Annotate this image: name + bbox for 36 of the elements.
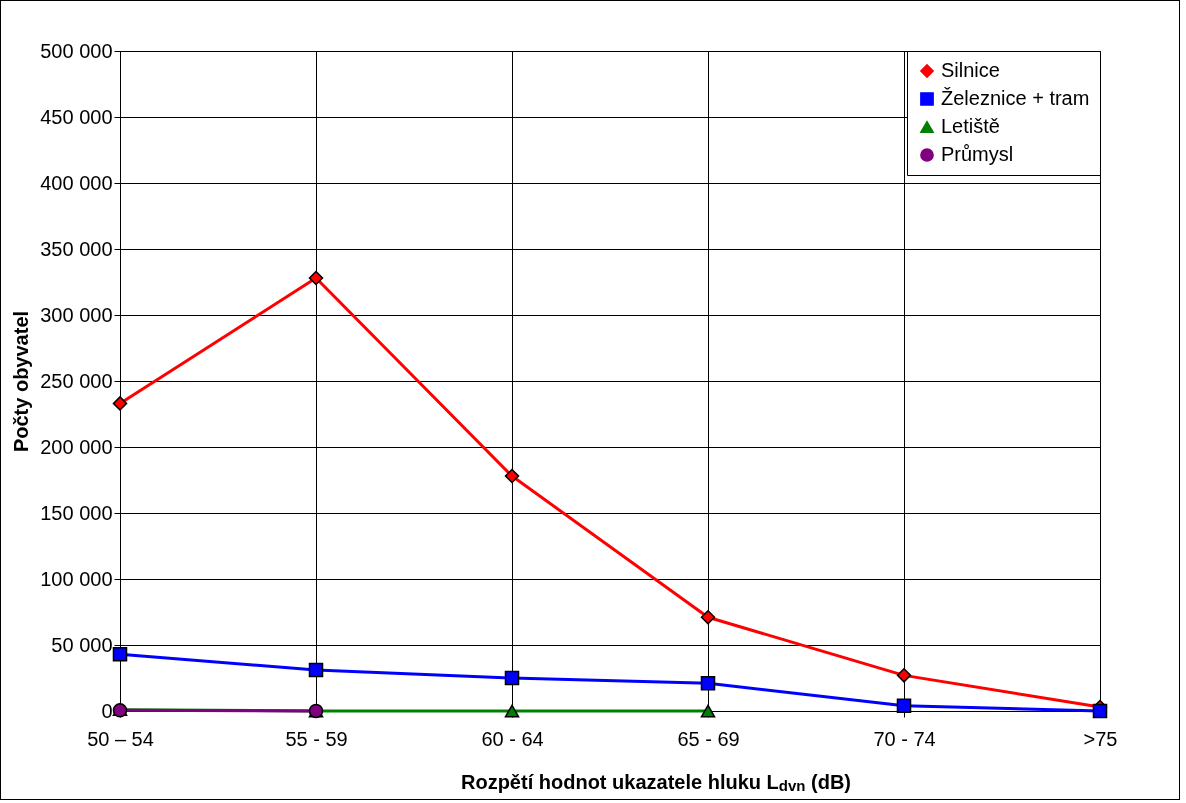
- point: [308, 662, 324, 678]
- y-tick-label: 350 000: [40, 237, 113, 260]
- y-tick-label: 200 000: [40, 435, 113, 458]
- legend-label: Silnice: [941, 59, 1000, 81]
- y-tick-label: 300 000: [40, 303, 113, 326]
- x-tick-label: 65 - 69: [677, 727, 740, 750]
- y-tick-label: 100 000: [40, 567, 113, 590]
- point: [896, 698, 912, 713]
- y-tick-label: 250 000: [40, 369, 113, 392]
- y-tick-label: 150 000: [40, 501, 113, 524]
- point: [700, 676, 716, 691]
- point: [504, 468, 520, 484]
- point: [896, 668, 912, 683]
- y-tick-label: 450 000: [40, 105, 113, 128]
- x-tick-label: 50 – 54: [87, 727, 154, 750]
- legend-label: Letiště: [941, 115, 1000, 137]
- point: [112, 396, 128, 411]
- point: [112, 646, 128, 662]
- legend-label: Železnice + tram: [941, 87, 1090, 109]
- y-tick-label: 500 000: [40, 39, 113, 62]
- y-tick-label: 0: [101, 699, 113, 722]
- x-tick-label: 55 - 59: [285, 727, 348, 750]
- legend-label: Průmysl: [941, 143, 1014, 165]
- point: [308, 270, 324, 286]
- y-axis-title: Počty obyvatel: [10, 310, 33, 453]
- point: [1092, 703, 1108, 719]
- x-tick-label: 60 - 64: [481, 727, 544, 750]
- y-tick-label: 50 000: [51, 633, 113, 656]
- point: [700, 610, 716, 625]
- x-axis-title: Rozpětí hodnot ukazatele hluku L$_{dvn}$ (dB): [460, 771, 852, 794]
- point: [700, 704, 716, 718]
- point: [504, 670, 520, 686]
- x-tick-label: >75: [1083, 727, 1118, 750]
- x-tick-label: 70 - 74: [873, 727, 936, 750]
- point: [504, 704, 520, 718]
- y-tick-label: 400 000: [40, 171, 113, 194]
